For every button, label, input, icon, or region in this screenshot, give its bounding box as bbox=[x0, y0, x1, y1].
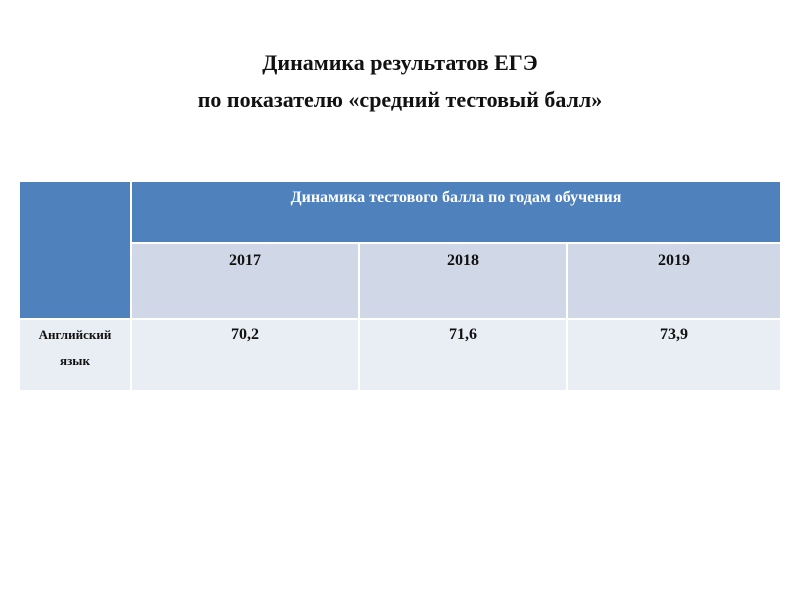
score-value: 73,9 bbox=[660, 326, 688, 343]
year-header-2017: 2017 bbox=[132, 244, 358, 318]
subject-label-line1: Английский bbox=[38, 327, 112, 342]
subject-cell: Английский язык bbox=[20, 320, 130, 390]
score-value: 70,2 bbox=[231, 326, 259, 343]
value-cell-2017: 70,2 bbox=[132, 320, 358, 390]
year-header-2018: 2018 bbox=[360, 244, 566, 318]
year-label: 2018 bbox=[447, 252, 479, 269]
value-cell-2018: 71,6 bbox=[360, 320, 566, 390]
value-cell-2019: 73,9 bbox=[568, 320, 780, 390]
year-label: 2017 bbox=[229, 252, 261, 269]
page-title-line2: по показателю «средний тестовый балл» bbox=[197, 87, 603, 112]
subject-label-line2: язык bbox=[60, 353, 90, 368]
year-header-2019: 2019 bbox=[568, 244, 780, 318]
corner-header-cell bbox=[20, 182, 130, 318]
page-title-line1: Динамика результатов ЕГЭ bbox=[262, 50, 538, 75]
group-header-label: Динамика тестового балла по годам обучен… bbox=[290, 189, 622, 206]
year-label: 2019 bbox=[658, 252, 690, 269]
group-header-cell: Динамика тестового балла по годам обучен… bbox=[132, 182, 780, 242]
score-value: 71,6 bbox=[449, 326, 477, 343]
